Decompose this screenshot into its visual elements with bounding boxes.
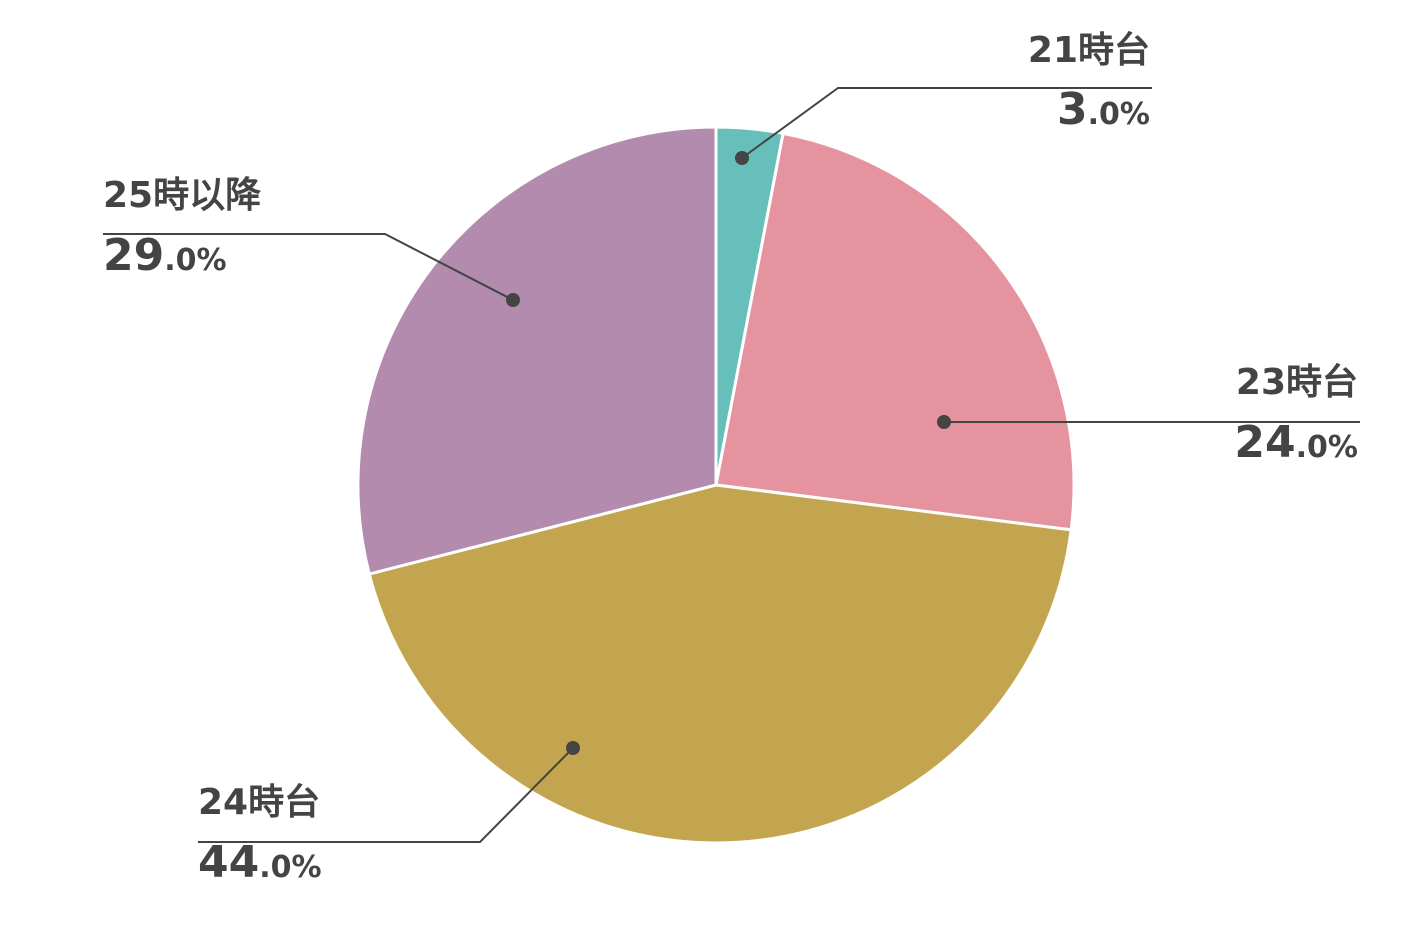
slice-name: 24時台 (198, 782, 320, 823)
leader-dot (937, 415, 951, 429)
pie-slice (714, 131, 1076, 532)
slice-name: 21時台 (1028, 30, 1150, 71)
slice-name: 23時台 (1236, 362, 1358, 403)
slice-name: 25時以降 (103, 175, 261, 216)
pie-slice (367, 483, 1073, 845)
slice-value: 24.0% (1234, 417, 1358, 468)
leader-dot (566, 741, 580, 755)
slice-value: 29.0% (103, 230, 227, 281)
leader-line (741, 87, 1152, 159)
slice-value: 3.0% (1057, 84, 1150, 135)
leader-line (198, 747, 574, 843)
slice-value: 44.0% (198, 837, 322, 888)
leader-dot (735, 151, 749, 165)
pie-slice (356, 125, 718, 576)
leader-line (103, 233, 514, 301)
leader-dot (506, 293, 520, 307)
